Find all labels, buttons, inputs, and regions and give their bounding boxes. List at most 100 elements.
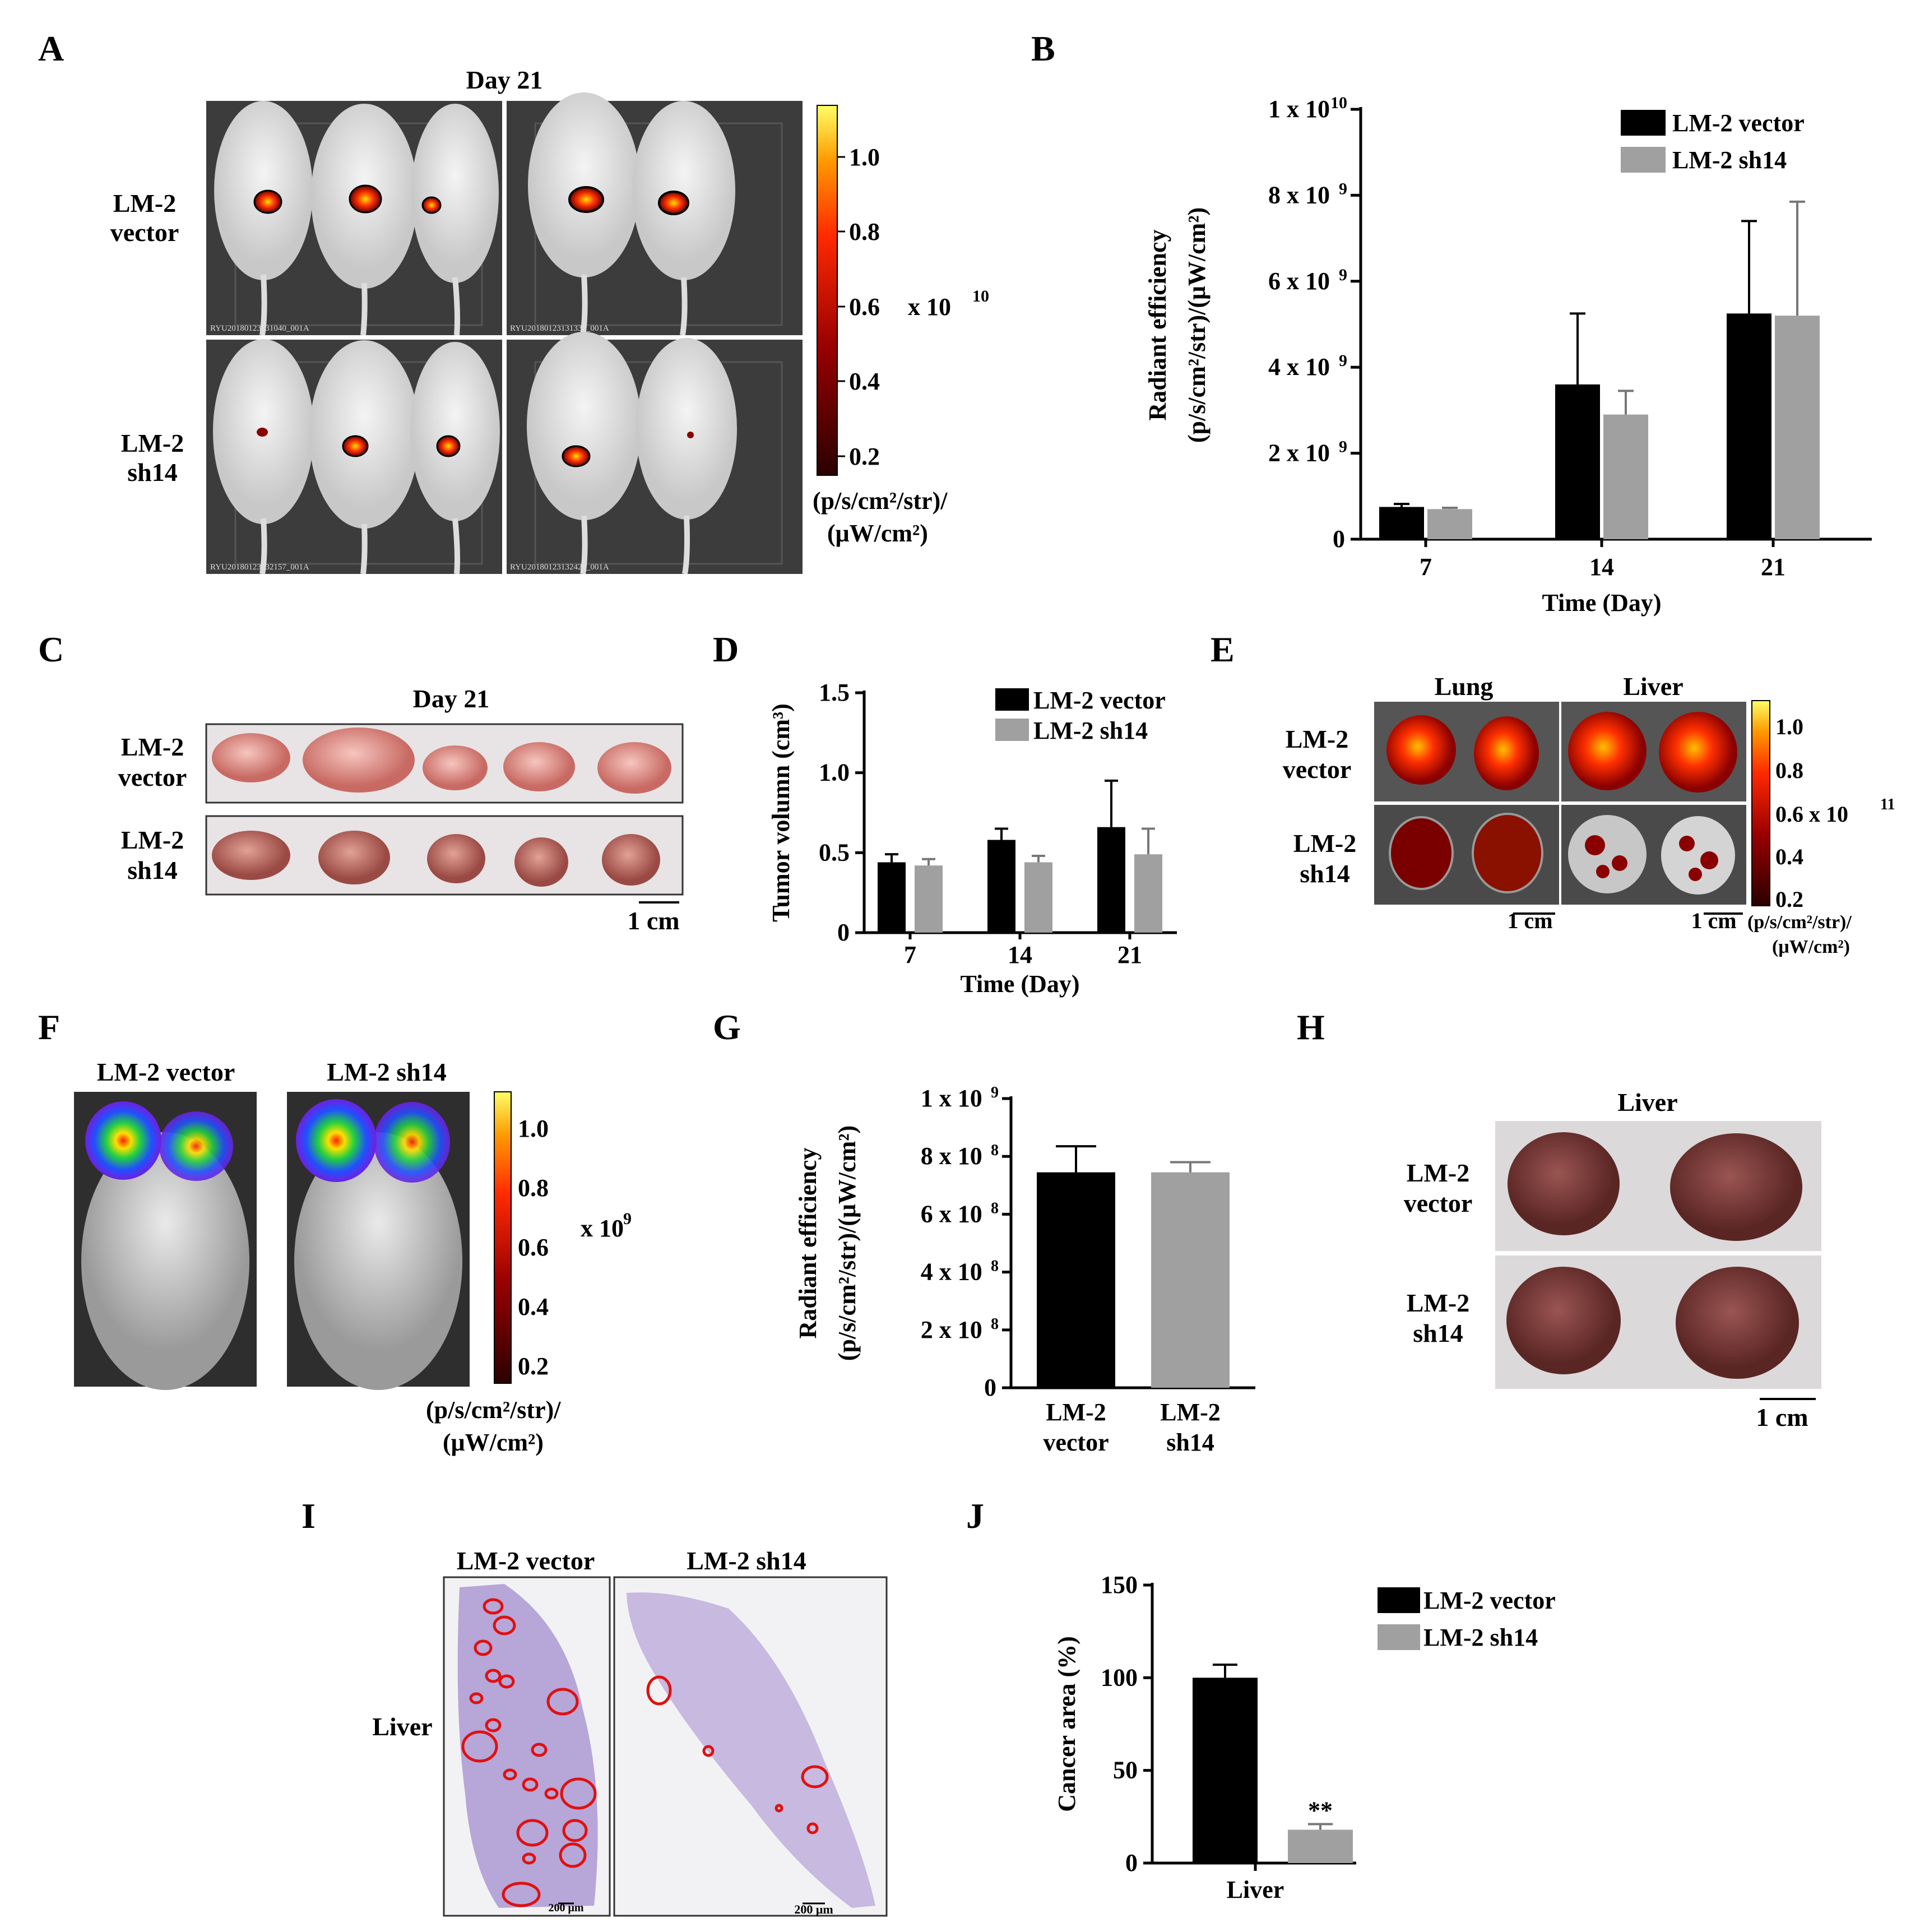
livers <box>1506 1132 1802 1379</box>
colorbar-e-tick-3: 0.6 x 10 <box>1775 801 1848 827</box>
panel-label-b: B <box>1031 29 1055 68</box>
tumor-outlines-sh14 <box>646 1675 829 1834</box>
scale-label-i2: 200 μm <box>794 1902 833 1916</box>
panel-e-colorbar: 1.0 0.8 0.6 x 10 11 0.4 0.2 (p/s/cm²/str… <box>1747 700 1895 957</box>
tumors-vector <box>212 728 671 794</box>
bar-vector <box>1193 1678 1258 1863</box>
panel-i: I LM-2 vector LM-2 sh14 Liver 200 <box>302 1496 888 1917</box>
legend-swatch-sh14 <box>1378 1624 1420 1650</box>
panel-e-col2: Liver <box>1623 672 1683 701</box>
y-tick-label: 1 x 10 <box>1268 95 1330 123</box>
colorbar-a-tick-5: 0.2 <box>849 443 880 470</box>
y-tick-label: 2 x 10 <box>921 1316 982 1343</box>
y-tick-label: 0 <box>984 1374 996 1401</box>
y-axis-label-1: Radiant efficiency <box>794 1148 822 1339</box>
legend-swatch-sh14 <box>995 719 1029 741</box>
legend-swatch-vector <box>1621 110 1666 136</box>
bar-vector <box>878 862 906 933</box>
chart-d: 0 0.5 1.0 1.5 7 14 21 Time (Day) Tumor volumn (c… <box>767 679 1177 998</box>
scale-label-i1: 200 μm <box>549 1902 584 1914</box>
x-axis-label: Time (Day) <box>960 970 1079 998</box>
y-tick-exponent: 10 <box>1330 94 1347 112</box>
liver-section-vector <box>457 1584 598 1908</box>
panel-f-right-title: LM-2 sh14 <box>327 1058 446 1086</box>
bar-sh14 <box>1024 862 1052 933</box>
colorbar-f-tick-5: 0.2 <box>518 1352 549 1380</box>
legend-label-sh14: LM-2 sh14 <box>1033 717 1148 744</box>
y-tick-label: 0 <box>1333 525 1345 553</box>
colorbar-f-unit-2: (μW/cm²) <box>443 1429 544 1456</box>
bar-vector <box>1037 1172 1115 1388</box>
panel-h-row2-l2: sh14 <box>1413 1319 1463 1347</box>
y-tick-label: 6 x 10 <box>921 1200 982 1227</box>
colorbar-a-multiplier: x 10 <box>908 293 951 321</box>
bar-sh14 <box>1134 854 1162 933</box>
panel-c-row2-l2: sh14 <box>127 856 177 884</box>
y-tick-exponent: 8 <box>991 1315 999 1333</box>
y-tick-label: 0 <box>1125 1849 1138 1877</box>
legend-label-sh14: LM-2 sh14 <box>1672 146 1787 174</box>
panel-i-row-label: Liver <box>372 1712 432 1741</box>
colorbar-f-unit-1: (p/s/cm²/str)/ <box>426 1396 561 1424</box>
y-axis-label-1: Cancer area (%) <box>1053 1636 1080 1812</box>
colorbar-a-tick-3: 0.6 <box>849 293 880 321</box>
y-tick-label: 1 x 10 <box>921 1085 982 1112</box>
colorbar-f-tick-2: 0.8 <box>518 1174 549 1202</box>
bar-vector <box>1555 384 1600 539</box>
panel-a-image-grid: RYU20180123131040_001A RYU20180123131337… <box>206 92 803 574</box>
x-tick-label: 7 <box>1420 553 1432 581</box>
y-tick-label: 0.5 <box>819 838 850 866</box>
legend-label-vector: LM-2 vector <box>1672 109 1805 137</box>
y-axis-label-2: (p/s/cm²/str)/(μW/cm²) <box>1183 207 1211 443</box>
bar-sh14 <box>915 865 943 933</box>
x-tick-label: 14 <box>1008 941 1032 969</box>
y-tick-exponent: 9 <box>991 1084 999 1101</box>
panel-h-row2-l1: LM-2 <box>1407 1289 1469 1317</box>
colorbar-f-exponent: 9 <box>623 1210 632 1228</box>
y-axis-label-1: Tumor volumn (cm³) <box>767 703 795 922</box>
panel-e-row2-l2: sh14 <box>1300 859 1349 888</box>
panel-label-g: G <box>713 1007 741 1047</box>
x-tick-label: 7 <box>904 941 916 969</box>
bar-vector <box>1097 827 1125 933</box>
scale-label-e2: 1 cm <box>1691 908 1736 933</box>
legend-swatch-vector <box>995 688 1029 711</box>
tumor-outlines-vector <box>461 1598 597 1907</box>
panel-a-row1-label-l2: vector <box>110 218 179 247</box>
y-tick-exponent: 9 <box>1339 351 1347 370</box>
y-tick-exponent: 9 <box>1339 179 1347 198</box>
panel-e-col1: Lung <box>1435 672 1494 701</box>
y-tick-label: 4 x 10 <box>921 1258 982 1286</box>
bar-vector <box>1727 313 1771 539</box>
panel-i-left-title: LM-2 vector <box>457 1546 595 1575</box>
x-axis-label: Time (Day) <box>1542 589 1661 617</box>
legend-label-vector: LM-2 vector <box>1033 687 1166 714</box>
panel-e-row2-l1: LM-2 <box>1293 829 1356 858</box>
y-tick-exponent: 8 <box>991 1142 999 1159</box>
legend-swatch-vector <box>1378 1587 1420 1613</box>
panel-h-row1-l1: LM-2 <box>1407 1159 1469 1187</box>
panel-c: C Day 21 LM-2 vector LM-2 sh14 1 cm <box>38 629 684 935</box>
panel-h-title: Liver <box>1617 1088 1677 1116</box>
mouse-body-sh14 <box>294 1132 462 1390</box>
x-tick-label-line2: vector <box>1043 1429 1109 1456</box>
colorbar-a-unit-2: (μW/cm²) <box>827 520 928 547</box>
colorbar-a-tick-2: 0.8 <box>849 218 880 245</box>
colorbar-e-tick-1: 1.0 <box>1775 714 1803 739</box>
scale-label-c: 1 cm <box>627 906 679 935</box>
lung-signal-sh14 <box>296 1099 450 1183</box>
x-tick-label-line1: LM-2 <box>1160 1398 1221 1426</box>
x-tick-label-line2: sh14 <box>1166 1429 1214 1456</box>
panel-label-i: I <box>302 1496 316 1536</box>
organ-signals <box>1386 712 1737 895</box>
y-tick-label: 8 x 10 <box>921 1142 982 1170</box>
y-tick-label: 6 x 10 <box>1268 267 1330 295</box>
y-tick-label: 1.0 <box>819 759 850 786</box>
y-axis-label-2: (p/s/cm²/str)/(μW/cm²) <box>833 1125 861 1361</box>
scale-label-e1: 1 cm <box>1507 908 1552 933</box>
colorbar-e-tick-5: 0.2 <box>1775 887 1803 912</box>
y-tick-exponent: 9 <box>1339 438 1347 456</box>
image-id-3: RYU20180123132157_001A <box>210 563 309 572</box>
y-tick-label: 8 x 10 <box>1268 181 1330 209</box>
panel-j: J 0 50 100 150 ** Liver Cancer area (%) LM-2 ve… <box>966 1496 1556 1903</box>
